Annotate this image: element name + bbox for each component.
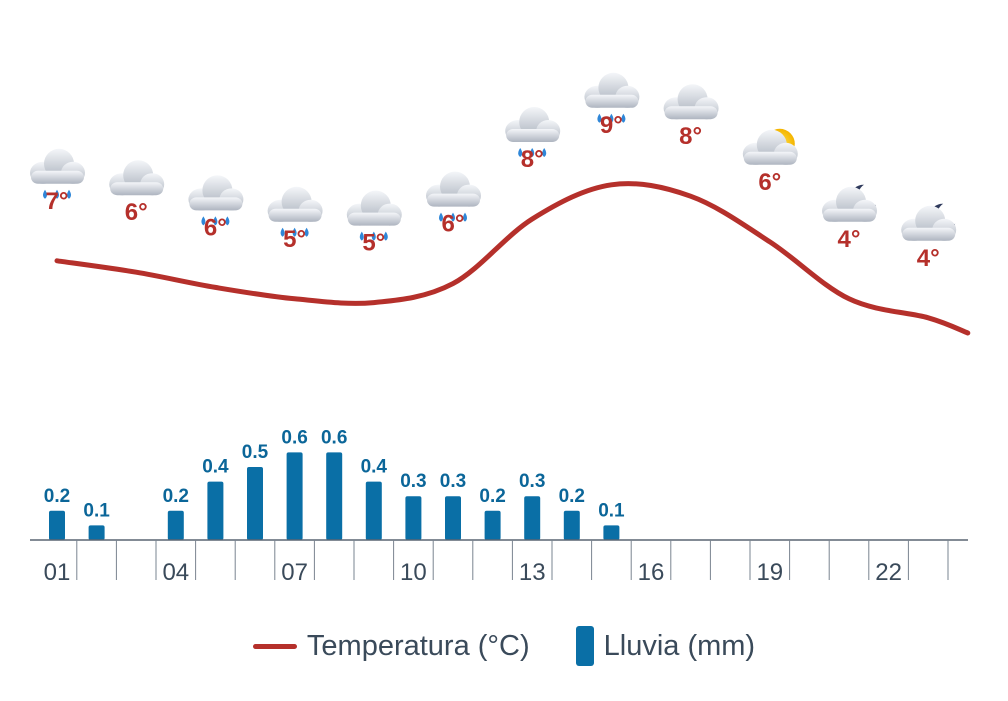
- legend-rain-swatch: [575, 626, 594, 666]
- rain-bar: [484, 510, 501, 540]
- rain-bar: [563, 510, 580, 540]
- temperature-label: 4°: [838, 226, 861, 253]
- x-tick-label: 07: [281, 559, 308, 586]
- x-tick-label: 10: [400, 559, 427, 586]
- temperature-label: 5°: [283, 226, 306, 253]
- rain-bar: [286, 452, 303, 540]
- rain-label: 0.1: [83, 500, 110, 521]
- rain-label: 0.6: [281, 427, 307, 448]
- x-tick-label: 13: [519, 559, 546, 586]
- rain-label: 0.3: [440, 471, 466, 492]
- rain-bar: [207, 481, 224, 540]
- rain-label: 0.2: [479, 486, 505, 507]
- rain-cloud-icon: [30, 148, 85, 199]
- rain-bar: [49, 510, 65, 540]
- rain-label: 0.4: [202, 457, 229, 478]
- temperature-label: 8°: [521, 146, 544, 173]
- rain-label: 0.2: [559, 486, 585, 507]
- temperature-label: 9°: [600, 112, 623, 139]
- rain-bar: [365, 481, 382, 540]
- rain-label: 0.4: [361, 457, 388, 478]
- x-tick-label: 19: [756, 559, 783, 586]
- temperature-labels: 7° 6° 6° 5° 5° 6° 8° 9° 8° 6° 4° 4°: [46, 112, 940, 272]
- legend-rain: Lluvia (mm): [575, 626, 756, 666]
- temperature-label: 6°: [125, 199, 148, 226]
- cloud-icon: [109, 160, 165, 196]
- rain-label: 0.6: [321, 427, 347, 448]
- x-tick-label: 04: [162, 559, 189, 586]
- weather-chart: 7° 6° 6° 5° 5° 6° 8° 9° 8° 6° 4° 4° 0.2 0.1 0.2 0.4 0.5…: [30, 72, 971, 586]
- rain-label: 0.2: [44, 486, 70, 507]
- rain-label: 0.3: [400, 471, 426, 492]
- x-axis: 01 04 07 10 13 16 19 22: [30, 539, 968, 586]
- rain-series: [49, 452, 620, 540]
- rain-bar: [247, 467, 263, 540]
- rain-bar: [445, 496, 461, 540]
- rain-bar: [524, 496, 541, 540]
- rain-label: 0.5: [242, 442, 269, 463]
- legend-temperature: Temperatura (°C): [252, 629, 530, 663]
- x-tick-label: 01: [44, 559, 71, 586]
- rain-label: 0.1: [598, 500, 625, 521]
- x-tick-label: 22: [875, 559, 902, 586]
- weather-icons: [30, 72, 957, 241]
- temperature-label: 7°: [46, 188, 69, 215]
- temperature-series: [54, 181, 971, 336]
- temperature-label: 4°: [917, 245, 940, 272]
- rain-bar: [88, 525, 105, 540]
- rain-label: 0.2: [163, 486, 189, 507]
- temperature-label: 6°: [442, 211, 465, 238]
- legend: Temperatura (°C) Lluvia (mm): [0, 618, 1008, 674]
- rain-cloud-icon: [267, 186, 323, 237]
- cloud-icon: [663, 84, 719, 120]
- rain-labels: 0.2 0.1 0.2 0.4 0.5 0.6 0.6 0.4 0.3 0.3 0.2 0.3 0.2 0…: [44, 427, 625, 521]
- rain-bar: [603, 525, 620, 540]
- rain-cloud-icon: [505, 107, 561, 157]
- sun-cloud-icon: [742, 128, 798, 165]
- rain-cloud-icon: [188, 175, 244, 226]
- temperature-label: 6°: [204, 214, 227, 241]
- legend-temperature-label: Temperatura (°C): [306, 629, 530, 662]
- rain-bar: [167, 510, 184, 540]
- legend-temperature-swatch: [252, 643, 297, 649]
- rain-label: 0.3: [519, 471, 545, 492]
- temperature-label: 5°: [362, 230, 385, 257]
- moon-cloud-icon: [901, 203, 957, 241]
- temperature-label: 8°: [679, 123, 702, 150]
- rain-cloud-icon: [346, 190, 402, 241]
- temperature-line: [54, 181, 971, 336]
- temperature-label: 6°: [758, 169, 781, 196]
- rain-cloud-icon: [584, 72, 640, 123]
- rain-bar: [405, 496, 422, 540]
- rain-cloud-icon: [426, 171, 481, 222]
- moon-cloud-icon: [822, 184, 877, 222]
- x-tick-label: 16: [638, 559, 665, 586]
- legend-rain-label: Lluvia (mm): [603, 629, 756, 662]
- rain-bar: [326, 452, 343, 540]
